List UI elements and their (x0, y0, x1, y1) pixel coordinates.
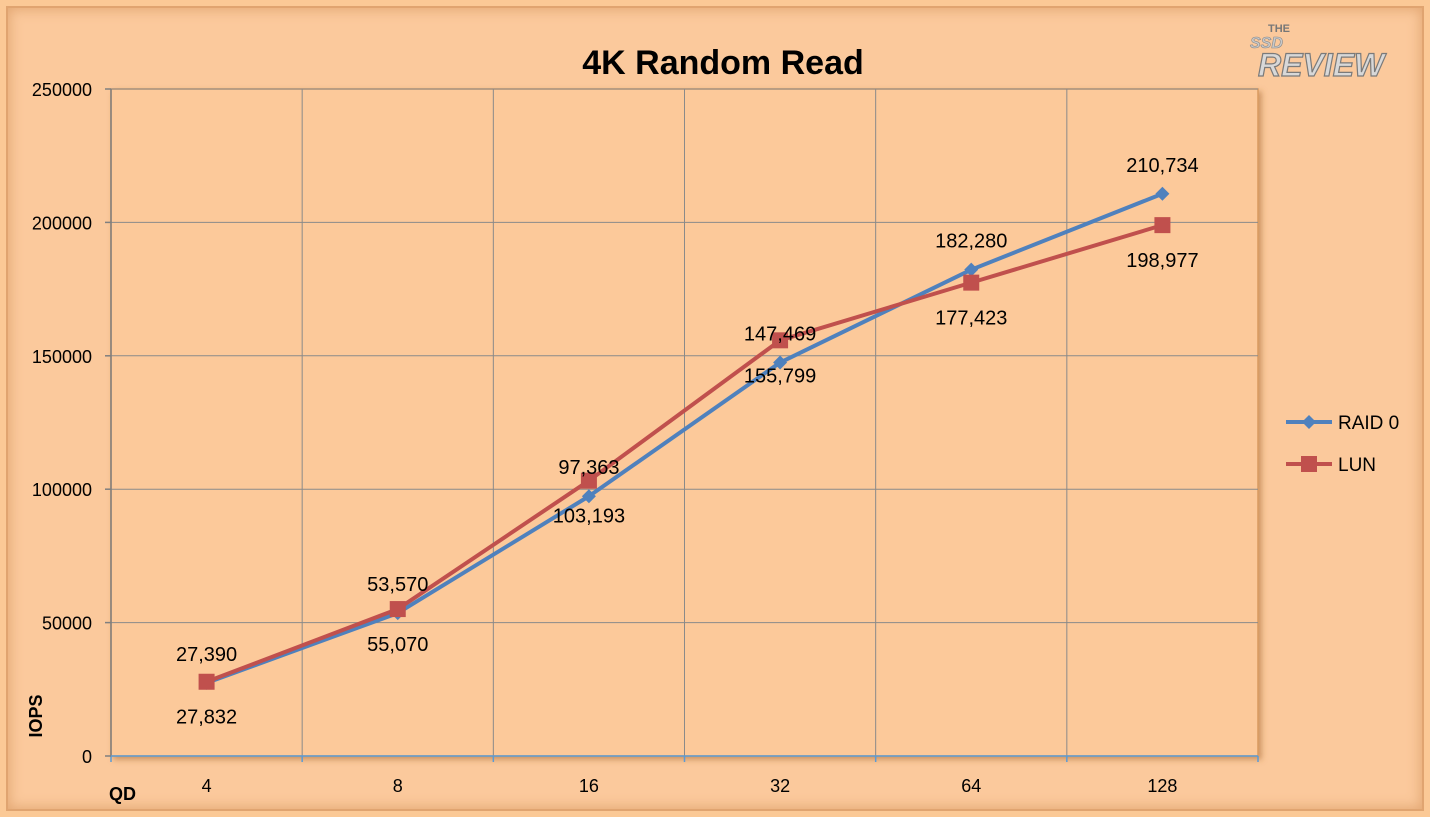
data-point-square (198, 673, 215, 690)
x-tick-label: 64 (961, 776, 981, 796)
y-tick-label: 50000 (42, 614, 92, 634)
y-axis-title: IOPS (26, 694, 46, 737)
x-tick-label: 8 (393, 776, 403, 796)
data-point-square (580, 472, 597, 489)
y-tick-label: 0 (82, 747, 92, 767)
legend-marker-diamond (1302, 415, 1316, 429)
data-label: 103,193 (553, 506, 625, 528)
y-tick-label: 100000 (32, 480, 92, 500)
data-label: 198,977 (1126, 250, 1198, 272)
data-label: 182,280 (935, 231, 1007, 253)
data-label: 53,570 (367, 574, 428, 596)
legend: RAID 0 LUN (1286, 413, 1399, 476)
y-tick-label: 200000 (32, 213, 92, 233)
data-label: 55,070 (367, 634, 428, 656)
logo-ssd-text: SSD (1250, 35, 1283, 52)
data-point-diamond (773, 355, 788, 370)
chart-title: 4K Random Read (582, 44, 864, 82)
x-axis-title: QD (109, 784, 136, 804)
data-point-square (389, 601, 406, 618)
site-logo: THE SSD REVIEW (1250, 23, 1388, 84)
series-line-diamond (205, 191, 1164, 685)
axes: 0 50000 100000 150000 200000 250000 4 8 16 32 64 12… (32, 80, 1259, 796)
series-line-square (205, 223, 1163, 684)
data-label: 210,734 (1126, 155, 1198, 177)
gridlines (111, 88, 1258, 756)
data-label: 97,363 (558, 457, 619, 479)
series-layer (198, 186, 1171, 690)
legend-label: RAID 0 (1338, 413, 1399, 434)
data-point-square (772, 332, 789, 349)
data-label: 27,390 (176, 644, 237, 666)
x-tick-label: 4 (202, 776, 212, 796)
data-point-diamond (964, 262, 979, 277)
logo-review-text: REVIEW (1258, 47, 1387, 83)
x-tick-label: 16 (579, 776, 599, 796)
legend-label: LUN (1338, 455, 1376, 476)
y-tick-label: 150000 (32, 347, 92, 367)
legend-marker-square (1301, 456, 1317, 472)
data-label: 27,832 (176, 707, 237, 729)
data-point-diamond (581, 489, 596, 504)
y-tick-label: 250000 (32, 80, 92, 100)
x-tick-label: 128 (1147, 776, 1177, 796)
x-tick-label: 32 (770, 776, 790, 796)
data-labels: 27,390 53,570 97,363 147,469 182,280 210,734 2… (176, 155, 1199, 729)
data-point-diamond (1155, 186, 1170, 201)
logo-the-text: THE (1268, 23, 1290, 35)
data-point-square (963, 274, 980, 291)
data-label: 155,799 (744, 365, 816, 387)
data-label: 147,469 (744, 324, 816, 346)
data-point-square (1154, 217, 1171, 234)
data-label: 177,423 (935, 308, 1007, 330)
